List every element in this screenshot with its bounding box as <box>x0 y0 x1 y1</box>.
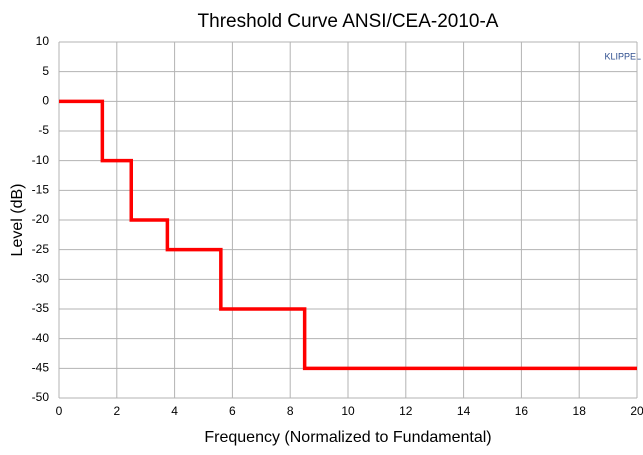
y-tick-label: 5 <box>42 64 49 78</box>
y-tick-label: -15 <box>32 183 50 197</box>
y-tick-label: -5 <box>38 123 49 137</box>
y-tick-label: -25 <box>32 242 50 256</box>
y-tick-label: -40 <box>32 331 50 345</box>
y-tick-label: -35 <box>32 301 50 315</box>
x-tick-label: 20 <box>630 404 643 418</box>
y-axis-label: Level (dB) <box>9 184 26 257</box>
y-tick-label: -20 <box>32 212 50 226</box>
y-tick-label: 0 <box>42 94 49 108</box>
x-tick-label: 0 <box>56 404 63 418</box>
x-tick-label: 14 <box>457 404 471 418</box>
x-axis-label: Frequency (Normalized to Fundamental) <box>204 429 491 446</box>
x-tick-label: 6 <box>229 404 236 418</box>
y-tick-label: -30 <box>32 272 50 286</box>
chart-title: Threshold Curve ANSI/CEA-2010-A <box>198 11 499 32</box>
x-tick-label: 12 <box>399 404 413 418</box>
y-tick-label: -50 <box>32 390 50 404</box>
x-tick-label: 18 <box>573 404 587 418</box>
y-tick-label: -45 <box>32 361 50 375</box>
x-tick-label: 2 <box>113 404 120 418</box>
annotation: KLIPPEL <box>604 51 641 61</box>
y-tick-label: -10 <box>32 153 50 167</box>
x-tick-label: 16 <box>515 404 529 418</box>
data-line <box>59 99 637 371</box>
y-tick-label: 10 <box>36 34 50 48</box>
x-tick-label: 4 <box>171 404 178 418</box>
x-tick-label: 10 <box>341 404 355 418</box>
x-tick-label: 8 <box>287 404 294 418</box>
